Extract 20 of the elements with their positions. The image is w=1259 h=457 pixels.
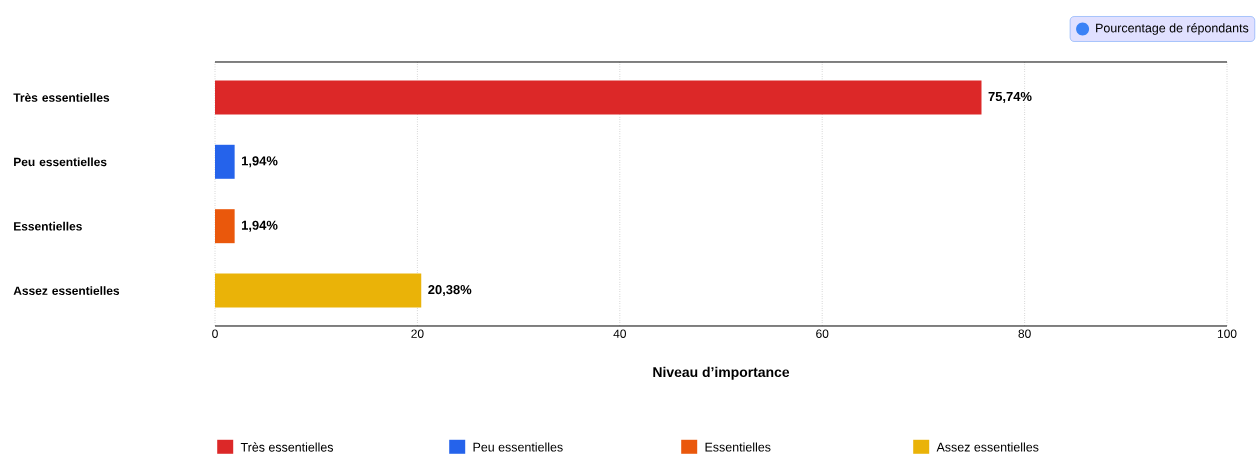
data-label: 1,94% (241, 156, 278, 168)
text: Pourcentage de répondants (1096, 23, 1249, 35)
y-tick-label: Assez essentielles (13, 286, 120, 295)
x-tick-label: 20 (411, 329, 424, 338)
data-label: 75,74% (988, 91, 1032, 103)
x-tick-label: 60 (816, 329, 829, 338)
category-label: Assez essentielles (936, 442, 1039, 452)
category-label: Essentielles (705, 442, 771, 452)
category-label: Peu essentielles (473, 442, 563, 452)
data-label: 1,94% (241, 220, 278, 232)
data-label: 20,38% (428, 285, 472, 297)
y-tick-label: Très essentielles (13, 92, 110, 102)
x-tick-label: 40 (613, 329, 626, 338)
x-axis-title: Niveau d’importance (653, 366, 790, 380)
y-tick-label: Essentielles (14, 221, 82, 231)
category-label: Très essentielles (240, 442, 334, 452)
x-tick-label: 80 (1018, 329, 1031, 338)
x-tick-label: 0 (212, 329, 218, 338)
x-tick-label: 100 (1217, 329, 1237, 338)
y-tick-label: Peu essentielles (14, 157, 107, 167)
